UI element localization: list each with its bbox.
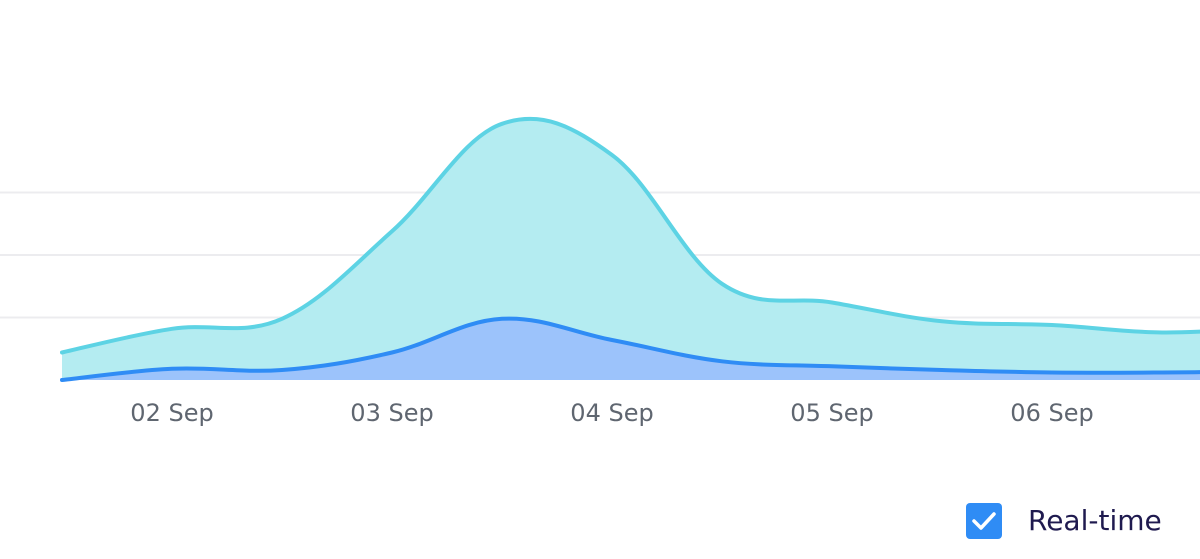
x-tick-label: 03 Sep — [350, 399, 433, 427]
legend-label: Real-time — [1028, 504, 1162, 537]
x-axis-tick-labels: 02 Sep 03 Sep 04 Sep 05 Sep 06 Sep — [130, 399, 1093, 427]
real-time-checkbox[interactable] — [966, 503, 1002, 539]
x-tick-label: 02 Sep — [130, 399, 213, 427]
legend-item-real-time[interactable]: Real-time — [966, 501, 1162, 541]
series-2-area — [62, 318, 1200, 380]
series-1-area — [62, 118, 1200, 380]
x-tick-label: 05 Sep — [790, 399, 873, 427]
x-tick-label: 06 Sep — [1010, 399, 1093, 427]
x-tick-label: 04 Sep — [570, 399, 653, 427]
series-areas — [60, 116, 1200, 382]
checkmark-icon — [972, 512, 996, 530]
series-1-line — [60, 116, 1200, 355]
series-2-line — [60, 316, 1200, 382]
